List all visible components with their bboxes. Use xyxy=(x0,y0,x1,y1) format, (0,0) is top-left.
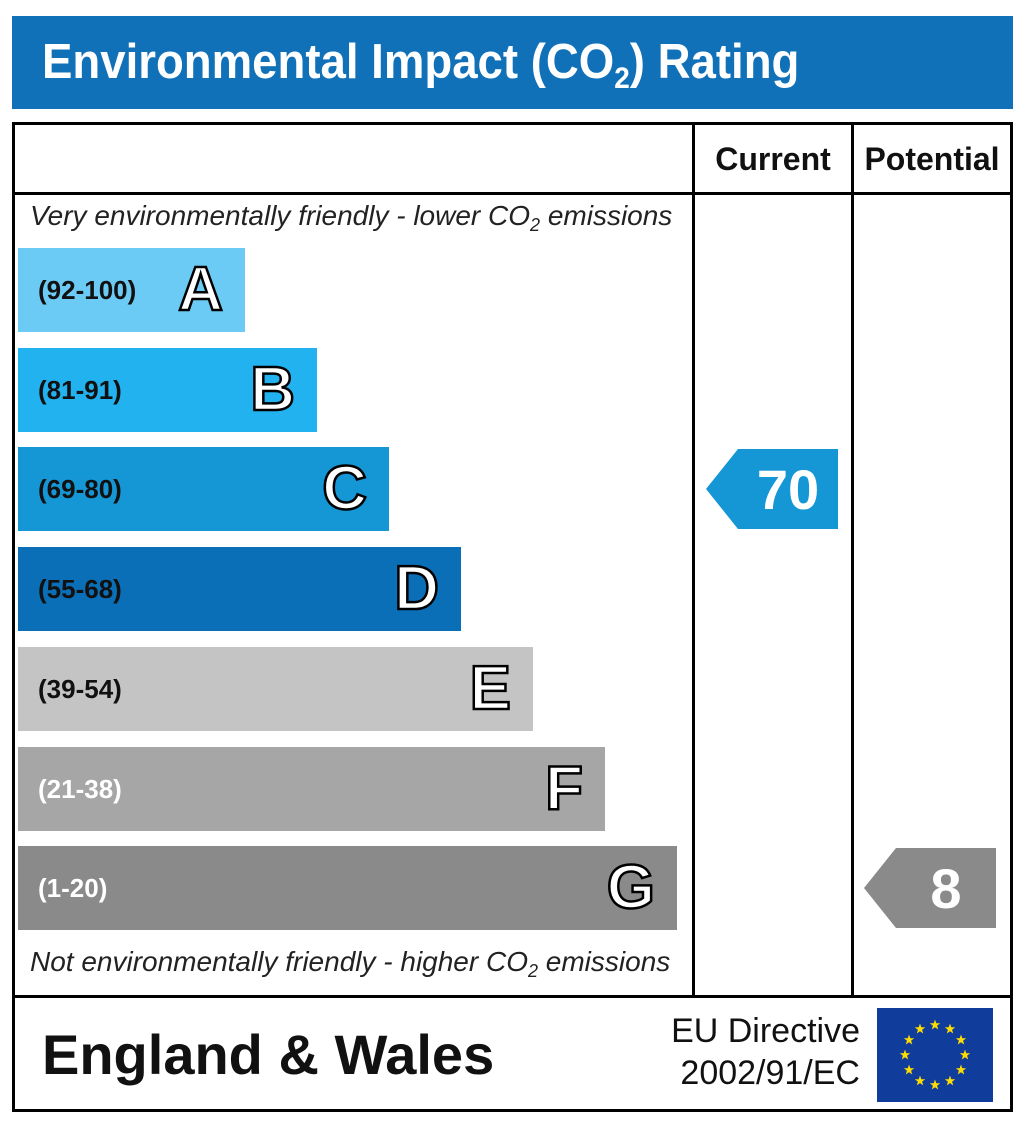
band-letter-label: A xyxy=(177,254,224,326)
eu-flag-icon xyxy=(877,1008,993,1102)
current-rating-arrow: 70 xyxy=(706,449,838,529)
band-letter-label: D xyxy=(393,553,440,625)
band-letter-label: C xyxy=(321,453,368,525)
chart-title: Environmental Impact (CO2) Rating xyxy=(42,35,800,95)
eu-star-icon xyxy=(955,1034,967,1045)
band-c: (69-80) C xyxy=(18,447,389,531)
bottom-caption: Not environmentally friendly - higher CO… xyxy=(30,946,671,981)
top-caption: Very environmentally friendly - lower CO… xyxy=(30,200,673,235)
band-range-label: (55-68) xyxy=(38,574,122,604)
eu-star-icon xyxy=(955,1064,967,1075)
footer-divider xyxy=(12,995,1013,998)
band-letter-label: E xyxy=(468,653,512,725)
eu-star-icon xyxy=(903,1034,915,1045)
band-letter-label: G xyxy=(606,852,657,924)
rating-frame xyxy=(12,122,1013,1112)
eu-star-icon xyxy=(914,1075,926,1086)
band-letter-label: F xyxy=(544,753,584,825)
header-divider xyxy=(12,192,1013,195)
band-range-label: (1-20) xyxy=(38,873,108,903)
region-label: England & Wales xyxy=(42,1023,495,1086)
current-arrow-shape xyxy=(706,449,838,529)
divider-potential xyxy=(851,122,854,998)
band-range-label: (81-91) xyxy=(38,375,122,405)
band-d: (55-68) D xyxy=(18,547,461,631)
potential-rating-arrow: 8 xyxy=(864,848,996,928)
divider-current xyxy=(692,122,695,998)
eu-directive: EU Directive 2002/91/EC xyxy=(640,1010,860,1094)
potential-arrow-shape xyxy=(864,848,996,928)
band-range-label: (92-100) xyxy=(38,275,137,305)
band-b: (81-91) B xyxy=(18,348,317,432)
eu-star-icon xyxy=(929,1019,941,1030)
eu-star-icon xyxy=(959,1049,971,1060)
band-letter-label: B xyxy=(249,354,296,426)
eu-star-icon xyxy=(903,1064,915,1075)
eu-star-icon xyxy=(914,1023,926,1034)
current-rating-value: 70 xyxy=(756,457,820,521)
band-a: (92-100) A xyxy=(18,248,245,332)
band-g: (1-20) G xyxy=(18,846,677,930)
eu-star-icon xyxy=(929,1079,941,1090)
potential-rating-value: 8 xyxy=(930,856,962,920)
band-range-label: (21-38) xyxy=(38,774,122,804)
title-bar: Environmental Impact (CO2) Rating xyxy=(12,16,1013,109)
band-range-label: (69-80) xyxy=(38,474,122,504)
band-range-label: (39-54) xyxy=(38,674,122,704)
eu-star-icon xyxy=(944,1023,956,1034)
band-e: (39-54) E xyxy=(18,647,533,731)
column-header-current: Current xyxy=(715,141,831,177)
eu-directive-line2: 2002/91/EC xyxy=(680,1054,860,1092)
column-header-potential: Potential xyxy=(864,141,1000,177)
eu-directive-line1: EU Directive xyxy=(671,1012,860,1050)
band-f: (21-38) F xyxy=(18,747,605,831)
eu-star-icon xyxy=(899,1049,911,1060)
eu-star-icon xyxy=(944,1075,956,1086)
